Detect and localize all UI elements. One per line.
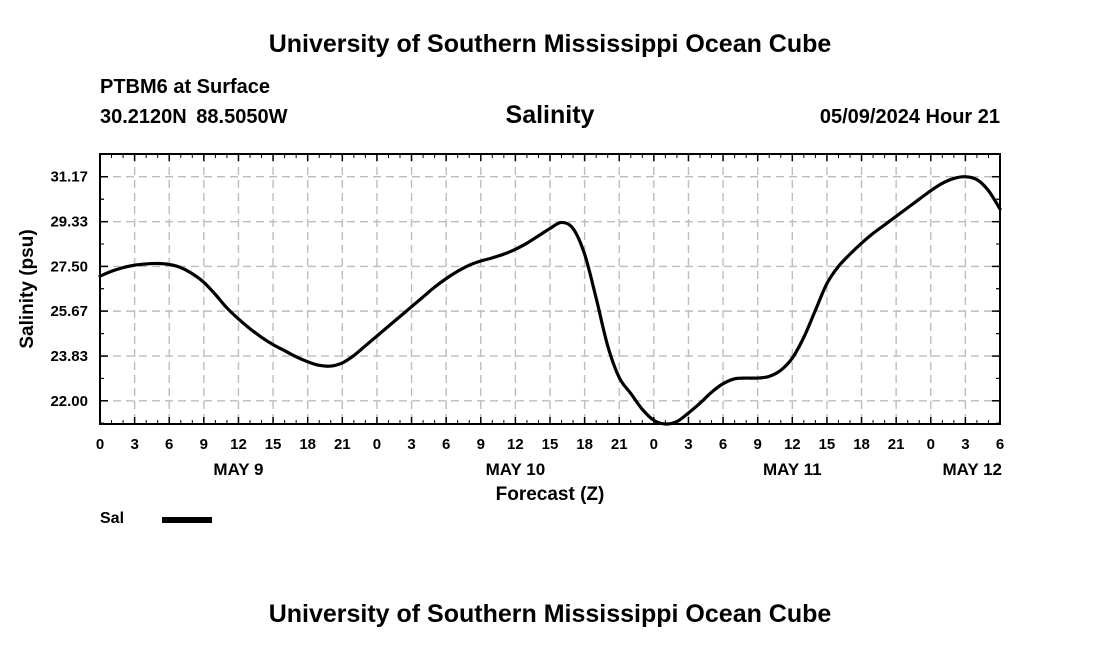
x-tick-label: 6 [165,436,173,453]
x-tick-label: 12 [230,436,247,453]
x-tick-label: 21 [334,436,351,453]
x-tick-label: 0 [373,436,381,453]
station-coordinates: 30.2120N 88.5050W [100,106,288,128]
day-label: MAY 11 [763,460,822,479]
x-tick-label: 9 [200,436,208,453]
x-tick-label: 15 [542,436,559,453]
grid-lines [100,154,1000,424]
x-tick-label: 15 [265,436,282,453]
x-tick-label: 15 [819,436,836,453]
axis-tick-labels: 0 3 6 9 12 15 18 21 0 3 6 9 12 15 18 21 0 3 6 9 12 15 18 21 0 3 6 2… [50,169,1004,479]
x-tick-label: 3 [407,436,415,453]
day-label: MAY 10 [486,460,546,479]
station-name: PTBM6 at Surface [100,76,271,98]
x-tick-label: 12 [784,436,801,453]
forecast-date-hour: 05/09/2024 Hour 21 [819,106,1000,128]
x-tick-label: 3 [130,436,138,453]
x-tick-label: 0 [96,436,104,453]
series-line-sal [98,175,1002,426]
x-tick-label: 21 [888,436,905,453]
x-tick-label: 0 [650,436,658,453]
x-tick-label: 6 [719,436,727,453]
x-tick-label: 0 [927,436,935,453]
y-tick-label: 27.50 [50,258,88,275]
y-tick-label: 22.00 [50,393,88,410]
chart-footer-title: University of Southern Mississippi Ocean… [268,600,832,628]
x-tick-label: 3 [684,436,692,453]
day-label: MAY 12 [942,460,1002,479]
x-tick-label: 6 [996,436,1004,453]
x-tick-label: 21 [611,436,628,453]
x-axis-label: Forecast (Z) [496,484,605,505]
x-tick-label: 9 [754,436,762,453]
y-tick-label: 23.83 [50,348,88,365]
data-series [98,175,1002,426]
day-label: MAY 9 [213,460,263,479]
x-tick-label: 18 [853,436,870,453]
y-tick-label: 29.33 [50,214,88,231]
x-tick-label: 18 [576,436,593,453]
x-tick-label: 12 [507,436,524,453]
x-tick-label: 9 [477,436,485,453]
x-tick-label: 3 [961,436,969,453]
y-tick-label: 25.67 [50,303,88,320]
chart-header-title: University of Southern Mississippi Ocean… [268,30,832,58]
axis-ticks [99,153,1001,424]
y-tick-label: 31.17 [50,169,88,186]
legend-line-swatch [162,517,212,523]
chart-title: Salinity [505,101,595,129]
x-tick-label: 6 [442,436,450,453]
x-tick-label: 18 [299,436,316,453]
legend-label: Sal [100,510,125,527]
y-axis-label: Salinity (psu) [17,229,38,348]
